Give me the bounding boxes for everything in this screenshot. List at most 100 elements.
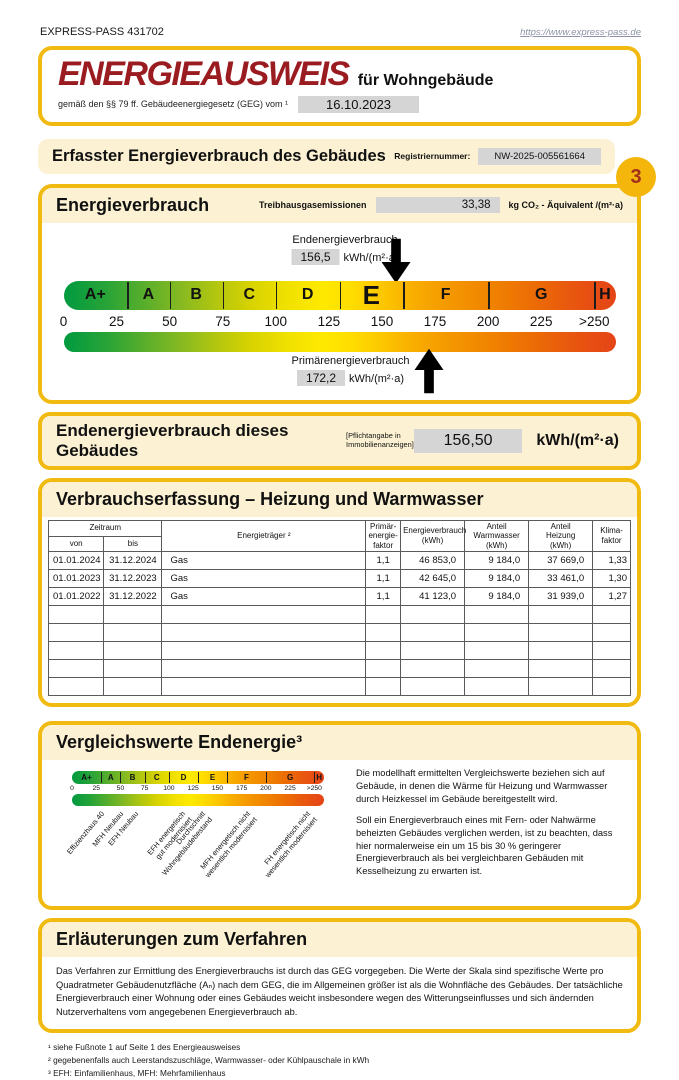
energy-class-D: D: [301, 286, 314, 304]
scale-tick: 0: [59, 313, 68, 329]
class-divider: [168, 772, 170, 784]
class-divider: [275, 281, 278, 309]
section-title: Erfasster Energieverbrauch des Gebäudes: [52, 146, 386, 165]
primary-energy-unit: kWh/(m²·a): [349, 372, 405, 385]
class-divider: [127, 281, 129, 309]
page-number-badge: 3: [616, 157, 656, 197]
class-divider: [120, 772, 122, 784]
table-row-empty: [47, 623, 631, 643]
primary-energy-label: Primärenergieverbrauch: [291, 354, 410, 367]
energy-class-C: C: [153, 772, 160, 782]
issuer-website-link[interactable]: https://www.express-pass.de: [520, 27, 641, 38]
comparison-paragraph: Die modellhaft ermittelten Vergleichswer…: [356, 768, 608, 805]
ghg-emissions-unit: kg CO₂ - Äquivalent /(m²·a): [508, 200, 623, 211]
energy-class-D: D: [180, 772, 187, 782]
class-divider: [101, 772, 103, 784]
footnote-2: ² gegebenenfalls auch Leerstandszuschläg…: [48, 1054, 370, 1065]
end-energy-result-bar: Endenergieverbrauch dieses Gebäudes [Pfl…: [38, 411, 641, 470]
energy-class-E: E: [209, 772, 216, 782]
benchmark-labels: Effizienzhaus 40 MFH Neubau EFH Neubau EFH …: [65, 806, 324, 904]
scale-tick: 175: [423, 313, 447, 329]
comparison-text: Die modellhaft ermittelten Vergleichswer…: [354, 764, 627, 904]
scale-tick: 200: [476, 313, 500, 329]
footnotes: ¹ siehe Fußnote 1 auf Seite 1 des Energi…: [48, 1041, 631, 1080]
registration-label: Registriernummer:: [394, 151, 471, 162]
down-arrow-icon: [381, 238, 411, 283]
class-divider: [403, 281, 405, 309]
scale-tick: 75: [140, 785, 149, 793]
class-divider: [169, 281, 172, 309]
end-energy-result-unit: kWh/(m²·a): [536, 431, 619, 449]
end-energy-result-field: 156,50: [413, 428, 523, 453]
page-title: ENERGIEAUSWEIS: [58, 55, 350, 93]
class-divider: [594, 281, 596, 309]
explanation-header: Erläuterungen zum Verfahren: [42, 922, 637, 958]
explanation-box: Erläuterungen zum Verfahren Das Verfahre…: [38, 918, 641, 1033]
mandatory-note: [Pflichtangabe in Immobilienanzeigen]: [346, 431, 414, 449]
consumption-table-header: Verbrauchserfassung – Heizung und Warmwa…: [42, 481, 637, 517]
end-energy-label: Endenergieverbrauch: [292, 233, 398, 246]
table-row-empty: [47, 641, 631, 661]
table-row: 01.01.2023 31.12.2023 Gas 1,1 42 645,0 9 184,…: [47, 569, 631, 589]
consumption-table-title: Verbrauchserfassung – Heizung und Warmwa…: [56, 488, 484, 509]
energy-gradient-bar: [63, 331, 616, 352]
class-divider: [144, 772, 146, 784]
document-reference: EXPRESS-PASS 431702: [40, 26, 164, 38]
energy-class-A: A: [142, 286, 155, 304]
comparison-paragraph: Soll ein Energieverbrauch eines mit Fern…: [356, 814, 613, 877]
energy-class-F: F: [244, 772, 249, 782]
top-bar: EXPRESS-PASS 431702 https://www.express-…: [40, 26, 641, 38]
table-row: 01.01.2024 31.12.2024 Gas 1,1 46 853,0 9 184,…: [47, 551, 631, 571]
energy-class-F: F: [440, 286, 451, 304]
class-divider: [227, 772, 229, 784]
class-divider: [488, 281, 490, 309]
table-row-empty: [47, 605, 631, 625]
class-divider: [222, 281, 225, 309]
end-energy-value-field: 156,5: [291, 248, 340, 265]
end-energy-unit: kWh/(m²·a): [343, 251, 399, 264]
energy-class-A+: A+: [84, 286, 106, 304]
footnote-1: ¹ siehe Fußnote 1 auf Seite 1 des Energi…: [48, 1041, 241, 1052]
law-reference: gemäß den §§ 79 ff. Gebäudeenergiegesetz…: [58, 99, 288, 110]
energy-class-G: G: [286, 772, 294, 782]
registration-number-field: NW-2025-005561664: [478, 147, 601, 165]
end-energy-annotation: Endenergieverbrauch 156,5 kWh/(m²·a): [291, 233, 399, 265]
energy-class-H: H: [599, 286, 611, 304]
energy-class-B: B: [129, 772, 136, 782]
scale-tick: 0: [70, 785, 74, 793]
scale-tick: 150: [211, 785, 224, 793]
energy-box-title: Energieverbrauch: [56, 194, 210, 215]
col-header-energietraeger: Energieträger ²: [161, 519, 367, 553]
comparison-box: Vergleichswerte Endenergie³ A+ A B C D E F G H 0…: [38, 721, 641, 911]
comparison-header: Vergleichswerte Endenergie³: [42, 725, 637, 761]
issue-date-field: 16.10.2023: [297, 95, 420, 113]
class-divider: [314, 772, 316, 784]
consumption-table: Zeitraum Energieträger ² Primär- energie…: [47, 519, 631, 697]
ghg-emissions-value-field: 33,38: [376, 197, 501, 214]
table-row: 01.01.2022 31.12.2022 Gas 1,1 41 123,0 9 184,…: [47, 587, 631, 607]
consumption-table-box: Verbrauchserfassung – Heizung und Warmwa…: [38, 477, 641, 708]
col-header-zeitraum: Zeitraum: [47, 519, 163, 537]
title-box: ENERGIEAUSWEIS für Wohngebäude gemäß den…: [38, 46, 641, 126]
ghg-emissions-label: Treibhausgasemissionen: [258, 200, 367, 211]
scale-tick: 225: [284, 785, 296, 793]
footnote-3: ³ EFH: Einfamilienhaus, MFH: Mehrfamilie…: [48, 1067, 226, 1078]
energy-scale-ticks: 0 25 50 75 100 125 150 175 200 225 >250: [60, 310, 616, 332]
energy-box-header: Energieverbrauch Treibhausgasemissionen …: [42, 187, 637, 223]
energy-class-G: G: [534, 286, 548, 304]
scale-tick: 100: [163, 785, 175, 793]
energy-class-A+: A+: [81, 772, 92, 782]
energy-consumption-box: Energieverbrauch Treibhausgasemissionen …: [38, 183, 641, 404]
class-divider: [198, 772, 199, 784]
scale-tick: 50: [116, 785, 125, 793]
col-header-anteil-warmwasser: Anteil Warmwasser (kWh): [464, 519, 530, 553]
table-row-empty: [47, 659, 631, 679]
energy-class-E: E: [362, 280, 381, 311]
scale-tick: 125: [187, 785, 199, 793]
scale-tick: >250: [306, 785, 322, 793]
page-title-suffix: für Wohngebäude: [357, 72, 494, 89]
comparison-title: Vergleichswerte Endenergie³: [56, 732, 303, 753]
benchmark-label: FH energetisch nicht wesentlich modernisi…: [261, 809, 319, 880]
primary-energy-annotation: Primärenergieverbrauch 172,2 kWh/(m²·a): [292, 355, 410, 386]
energy-class-A: A: [107, 772, 114, 782]
